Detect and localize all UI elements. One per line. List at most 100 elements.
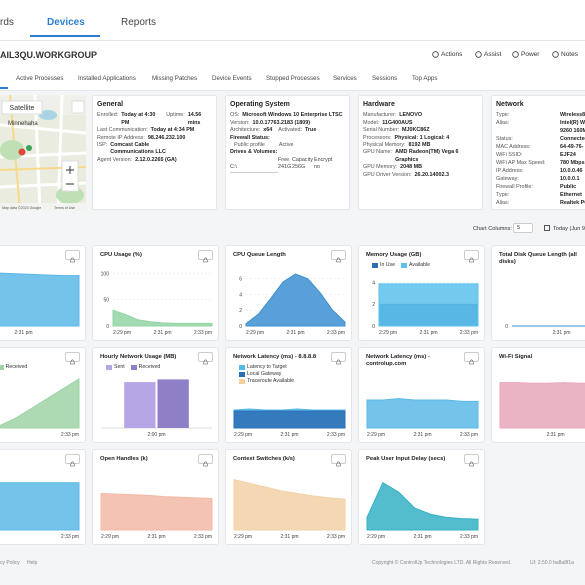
- info-label: Alias:: [496, 199, 510, 206]
- map-terms[interactable]: Terms of Use: [54, 206, 75, 210]
- chart-header: Memory Usage (GB) In Use Available: [359, 246, 484, 268]
- x-tick-label: 2:31 pm: [14, 330, 32, 336]
- info-panel: Hardware Manufacturer: LENOVO Model: 11G400A…: [358, 95, 483, 210]
- info-pair: GPU Name: AMD Radeon(TM) Vega 6 Graphics: [363, 149, 465, 164]
- info-value: Realtek PC: [560, 199, 585, 206]
- chart-title-space: [0, 252, 61, 259]
- date-range[interactable]: Today (Jun 9: [553, 226, 585, 232]
- chart-header: CPU Queue Length: [226, 246, 351, 263]
- action-label: Actions: [441, 51, 463, 58]
- info-value: 2048 MB: [400, 164, 423, 171]
- alert-button[interactable]: [331, 250, 346, 263]
- chart-plot: 2:29 pm 2:31 pm 2:33 pm: [366, 482, 479, 540]
- x-tick-label: 2:31 pm: [552, 330, 570, 336]
- top-bar: [0, 0, 585, 41]
- alert-button[interactable]: [464, 352, 479, 365]
- info-value: 10.0.0.1: [560, 175, 580, 182]
- alert-button[interactable]: [464, 454, 479, 467]
- chart-title: Peak User Input Delay (secs): [366, 456, 446, 462]
- chart-plot: 2:31 pm: [499, 382, 585, 438]
- legend-label: Received: [138, 364, 161, 370]
- info-label: Last Communication:: [97, 127, 148, 134]
- legend-item[interactable]: Received: [130, 364, 161, 370]
- alert-button[interactable]: [65, 454, 80, 467]
- map[interactable]: Satellite Minnehaha Map data ©2023 Googl…: [0, 95, 86, 211]
- alert-button[interactable]: [65, 250, 80, 263]
- legend-item[interactable]: Latency to Target: [239, 364, 287, 370]
- alert-button[interactable]: [65, 352, 80, 365]
- x-tick-label: 2:33 pm: [327, 330, 345, 336]
- firewall-row: Public profile Active: [230, 142, 345, 149]
- legend-item[interactable]: Available: [401, 262, 430, 268]
- nav-tab[interactable]: Devices: [47, 17, 85, 28]
- info-pair: Type: Wireless80: [496, 112, 585, 119]
- action-button[interactable]: Actions: [432, 51, 462, 58]
- legend: Latency to Target Local Gateway Traceroute…: [233, 364, 327, 384]
- footer-link[interactable]: cy Policy: [0, 560, 20, 566]
- action-icon: [432, 51, 439, 58]
- x-tick-label: 2:33 pm: [327, 534, 345, 540]
- area: [112, 309, 213, 327]
- area: [233, 410, 346, 429]
- info-label: OS:: [230, 112, 240, 119]
- nav-tab[interactable]: Reports: [121, 17, 157, 28]
- bell-icon: [70, 359, 75, 365]
- panel-title: Network: [496, 101, 524, 108]
- alert-button[interactable]: [198, 454, 213, 467]
- chart-columns-select[interactable]: 5: [513, 223, 533, 233]
- sub-tab[interactable]: Installed Applications: [78, 75, 136, 82]
- info-label: WiFi AP Max Speed:: [496, 159, 546, 166]
- chart-plot: 2:31 pm: [0, 272, 80, 336]
- chart-header: Open Handles (k): [93, 450, 218, 467]
- alert-button[interactable]: [331, 454, 346, 467]
- chart-header: Context Switches (k/s): [226, 450, 351, 467]
- chart-plot: 0 50 100 2:29 pm 2:31 pm 2:33 pm: [101, 271, 213, 336]
- info-pair: WiFi SSID: EJF24: [496, 152, 585, 159]
- alert-button[interactable]: [464, 250, 479, 263]
- chart-header: Total Disk Queue Length (all disks): [492, 246, 585, 266]
- x-tick-label: 2:31 pm: [147, 534, 165, 540]
- map-type-button[interactable]: Satellite: [10, 105, 35, 112]
- chart-header: Wi-Fi Signal: [492, 348, 585, 361]
- info-label: IP Address:: [496, 167, 524, 174]
- chart-card: Total Disk Queue Length (all disks) 0 2:31…: [491, 245, 585, 341]
- alert-button[interactable]: [198, 250, 213, 263]
- info-row: Version: 10.0.17763.2183 (1809): [230, 120, 345, 127]
- alert-button[interactable]: [331, 352, 346, 365]
- info-value: 8192 MB: [408, 142, 431, 149]
- sub-tab[interactable]: Services: [333, 75, 357, 82]
- legend-swatch: [106, 364, 112, 370]
- info-panel: Operating System OS: Microsoft Windows 10 …: [225, 95, 350, 210]
- map-place: Minnehaha: [8, 121, 38, 127]
- sub-tab[interactable]: Sessions: [372, 75, 398, 82]
- y-tick-label: 50: [103, 298, 109, 304]
- sub-tab[interactable]: Device Events: [212, 75, 252, 82]
- info-label: Model:: [363, 119, 380, 126]
- area: [378, 283, 479, 327]
- device-name: AIL3QU.WORKGROUP: [0, 50, 98, 60]
- drives-cell: C:\: [230, 164, 278, 173]
- info-value: x64: [263, 127, 273, 134]
- info-value: 2.12.0.2265 (GA): [135, 156, 177, 163]
- action-button[interactable]: Power: [512, 51, 539, 58]
- nav-tab[interactable]: rds: [0, 17, 14, 28]
- alert-button[interactable]: [198, 352, 213, 365]
- chart-title: Memory Usage (GB): [366, 252, 422, 258]
- sub-tab[interactable]: Top Apps: [412, 75, 438, 82]
- sub-tab[interactable]: Missing Patches: [152, 75, 198, 82]
- info-row: GPU Name: AMD Radeon(TM) Vega 6 Graphics: [363, 149, 478, 164]
- action-button[interactable]: Assist: [475, 51, 501, 58]
- legend-item[interactable]: Local Gateway: [239, 371, 281, 377]
- legend-item[interactable]: In Use: [372, 262, 395, 268]
- legend-item[interactable]: Received: [0, 364, 27, 370]
- info-label: Serial Number:: [363, 127, 399, 134]
- sub-tab[interactable]: Active Processes: [16, 75, 64, 82]
- footer-link[interactable]: Help: [27, 560, 38, 566]
- action-button[interactable]: Notes: [552, 51, 578, 58]
- legend-item[interactable]: Sent: [106, 364, 125, 370]
- info-row: Architecture: x64 Activated: True: [230, 127, 345, 134]
- info-row: Firewall Profile: Public: [496, 184, 585, 191]
- sub-tab[interactable]: Stopped Processes: [266, 75, 320, 82]
- legend-item[interactable]: Traceroute Available: [239, 378, 294, 384]
